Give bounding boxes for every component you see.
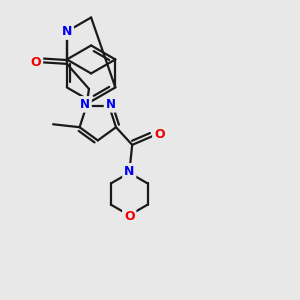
Text: N: N [80, 98, 90, 111]
Text: O: O [31, 56, 41, 69]
Text: N: N [124, 165, 134, 178]
Text: N: N [106, 98, 116, 111]
Text: O: O [154, 128, 165, 141]
Text: O: O [124, 210, 135, 223]
Text: N: N [62, 25, 72, 38]
